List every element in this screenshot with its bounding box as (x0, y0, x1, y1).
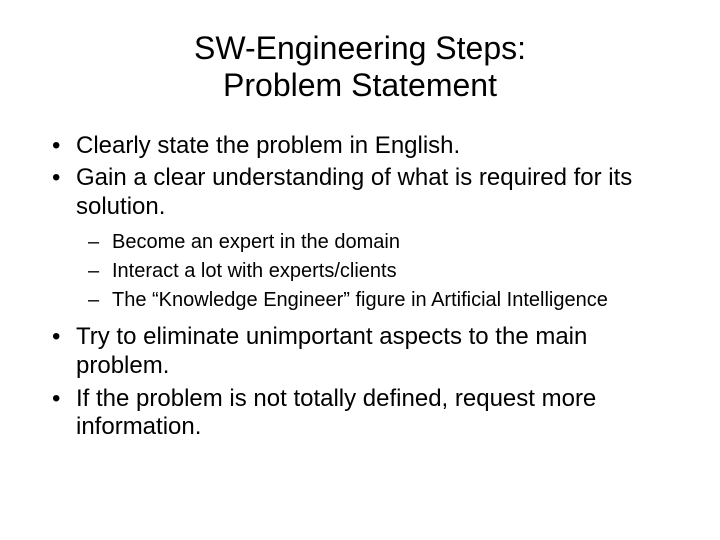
bullet-text: Try to eliminate unimportant aspects to … (76, 323, 587, 379)
title-line-1: SW-Engineering Steps: (194, 30, 526, 66)
bullet-item: Gain a clear understanding of what is re… (40, 164, 680, 222)
bullet-item: If the problem is not totally defined, r… (40, 385, 680, 443)
sub-bullet-text: Interact a lot with experts/clients (112, 260, 397, 282)
sub-bullet-item: Become an expert in the domain (40, 230, 680, 255)
sub-bullet-item: The “Knowledge Engineer” figure in Artif… (40, 288, 680, 313)
bullet-text: Gain a clear understanding of what is re… (76, 164, 632, 220)
sub-bullet-item: Interact a lot with experts/clients (40, 259, 680, 284)
sub-bullet-text: The “Knowledge Engineer” figure in Artif… (112, 289, 608, 311)
bullet-text: If the problem is not totally defined, r… (76, 385, 596, 441)
title-line-2: Problem Statement (223, 67, 497, 103)
main-bullet-list-continued: Try to eliminate unimportant aspects to … (40, 323, 680, 442)
slide-title: SW-Engineering Steps: Problem Statement (40, 30, 680, 104)
main-bullet-list: Clearly state the problem in English. Ga… (40, 132, 680, 222)
sub-bullet-text: Become an expert in the domain (112, 231, 400, 253)
sub-bullet-list: Become an expert in the domain Interact … (40, 230, 680, 313)
bullet-text: Clearly state the problem in English. (76, 132, 460, 159)
bullet-item: Try to eliminate unimportant aspects to … (40, 323, 680, 381)
bullet-item: Clearly state the problem in English. (40, 132, 680, 161)
